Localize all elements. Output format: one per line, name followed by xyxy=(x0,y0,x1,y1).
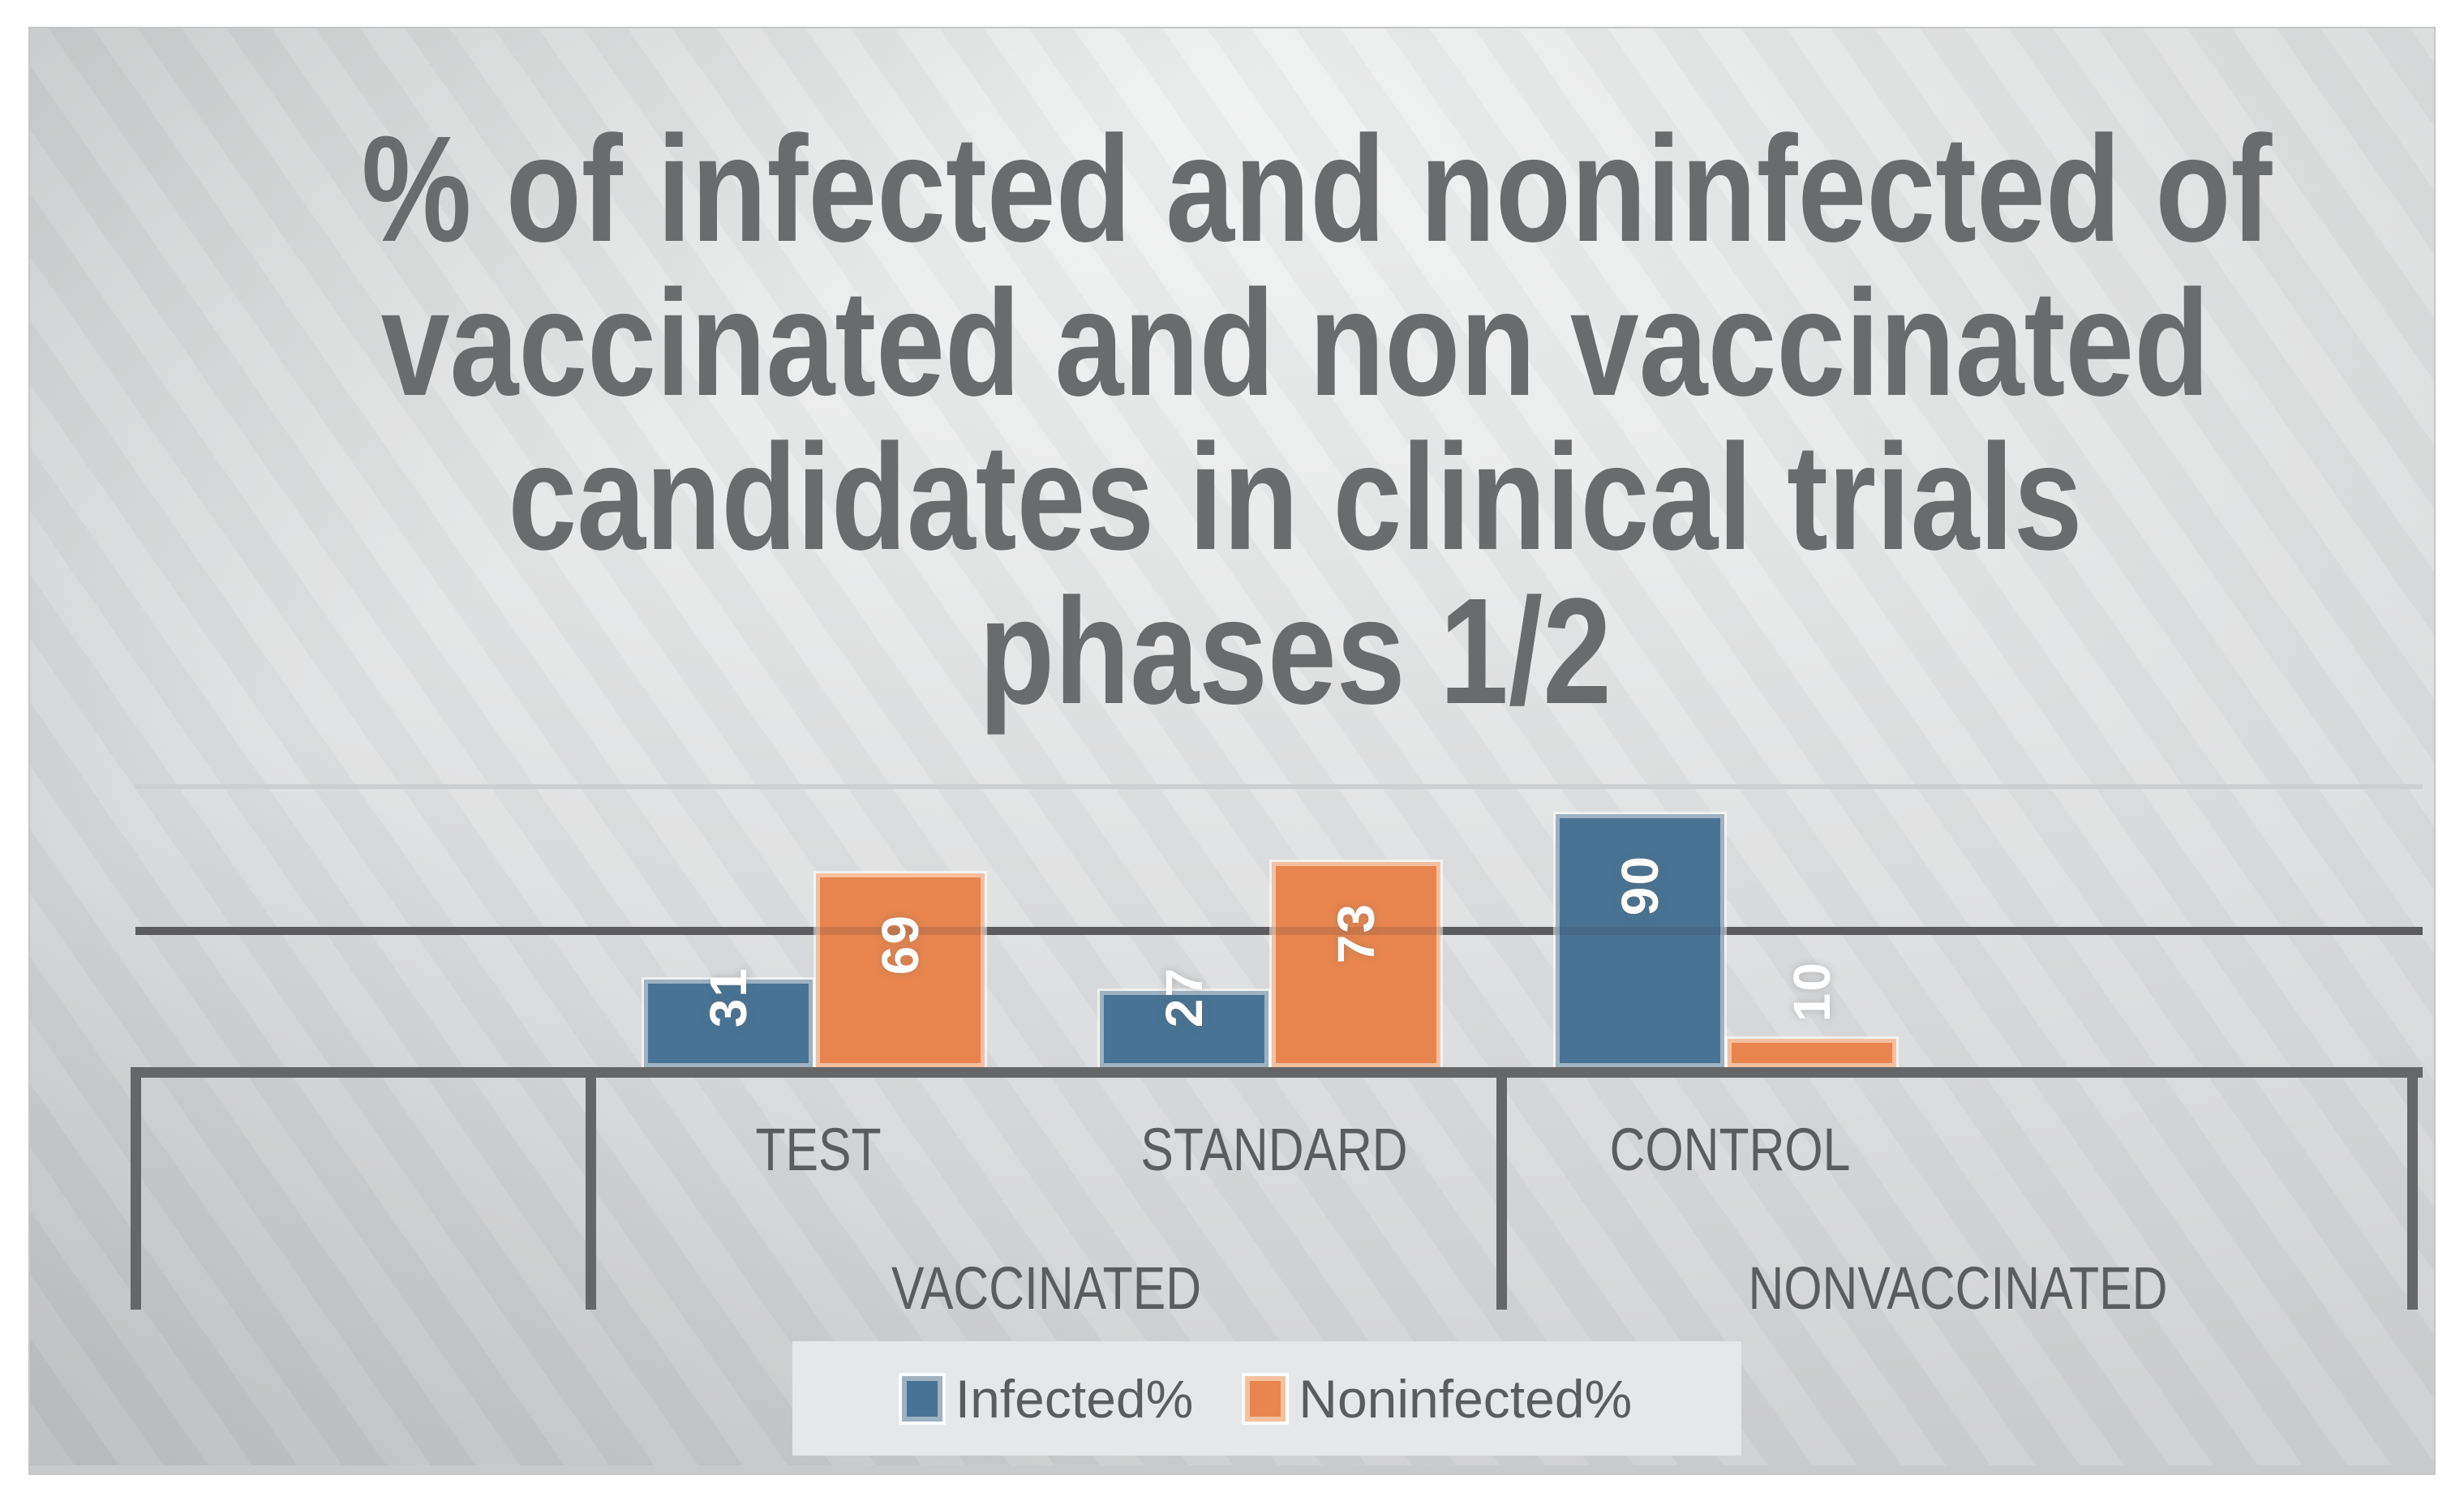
bar-noninfected-standard[interactable] xyxy=(1269,860,1443,1070)
bar-label-infected-control: 90 xyxy=(1611,855,1669,916)
axis-divider xyxy=(1496,1067,1507,1310)
bar-infected-test[interactable] xyxy=(642,977,815,1070)
axis-label-standard[interactable]: STANDARD xyxy=(1140,1116,1408,1183)
chart-title-line: candidates in clinical trials xyxy=(508,414,2083,581)
bar-infected-control[interactable] xyxy=(1553,812,1727,1070)
axis-group-label-vaccinated[interactable]: VACCINATED xyxy=(891,1254,1202,1322)
legend-swatch-noninfected xyxy=(1242,1372,1290,1425)
gridline-50-overlay xyxy=(135,927,2423,935)
bar-label-noninfected-standard: 73 xyxy=(1327,903,1385,964)
legend-label-infected: Infected% xyxy=(955,1368,1194,1429)
bar-label-noninfected-test: 69 xyxy=(871,914,929,976)
chart-title-line: vaccinated and non vaccinated xyxy=(380,259,2210,427)
axis-group-label-nonvaccinated[interactable]: NONVACCINATED xyxy=(1748,1254,2168,1322)
bar-infected-standard[interactable] xyxy=(1097,989,1271,1070)
bar-label-infected-test: 31 xyxy=(699,967,758,1028)
legend-label-noninfected: Noninfected% xyxy=(1299,1368,1633,1429)
axis-divider xyxy=(586,1067,596,1310)
chart-title-line: phases 1/2 xyxy=(978,568,1612,735)
axis-divider xyxy=(131,1067,141,1310)
legend-swatch-infected xyxy=(898,1372,946,1425)
x-axis-line xyxy=(135,1067,2423,1078)
bar-noninfected-control[interactable] xyxy=(1725,1036,1899,1070)
chart-panel: % of infected and noninfected of vaccina… xyxy=(28,27,2436,1475)
gridline-100 xyxy=(135,784,2423,789)
bar-noninfected-test[interactable] xyxy=(813,871,987,1070)
chart-title[interactable]: % of infected and noninfected of vaccina… xyxy=(157,113,2434,729)
axis-label-test[interactable]: TEST xyxy=(755,1116,882,1183)
legend[interactable]: Infected% Noninfected% xyxy=(792,1341,1741,1456)
axis-divider xyxy=(2407,1067,2418,1310)
chart-title-line: % of infected and noninfected of xyxy=(361,105,2273,273)
legend-item-infected: Infected% xyxy=(898,1368,1194,1429)
bar-label-infected-standard: 27 xyxy=(1155,967,1213,1028)
bar-label-noninfected-control: 10 xyxy=(1783,961,1841,1023)
legend-item-noninfected: Noninfected% xyxy=(1242,1368,1633,1429)
axis-label-control[interactable]: CONTROL xyxy=(1609,1116,1851,1183)
